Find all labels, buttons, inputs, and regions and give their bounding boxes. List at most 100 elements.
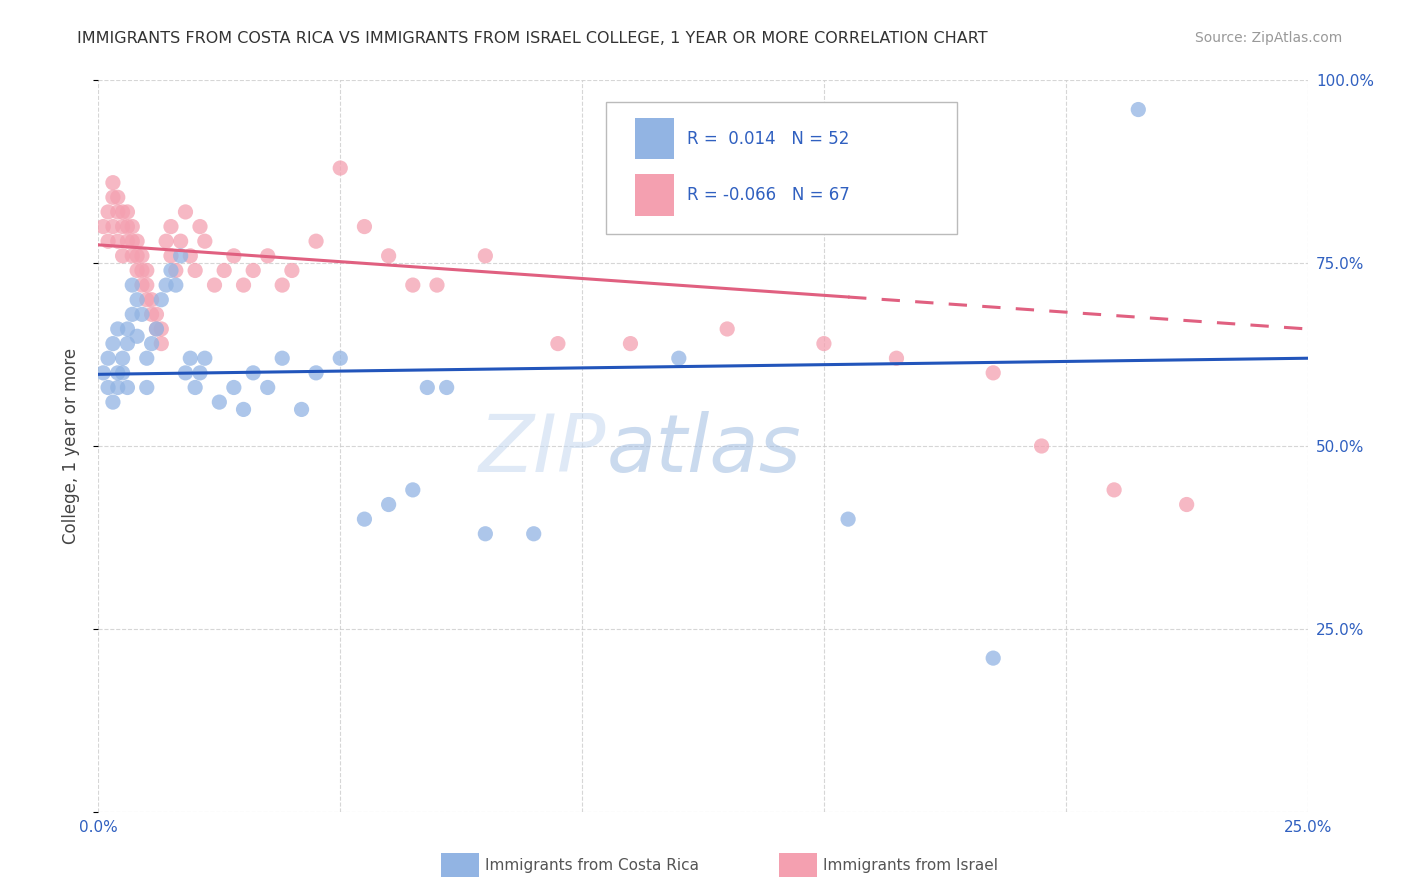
- Point: [271, 278, 294, 293]
- Point: [179, 351, 201, 366]
- Point: [117, 380, 139, 394]
- Point: [127, 329, 149, 343]
- Point: [111, 205, 134, 219]
- Point: [107, 366, 129, 380]
- Point: [121, 278, 143, 293]
- Point: [547, 336, 569, 351]
- Point: [1128, 103, 1150, 117]
- Point: [232, 278, 254, 293]
- Point: [281, 263, 304, 277]
- Text: Immigrants from Israel: Immigrants from Israel: [823, 858, 997, 872]
- Point: [121, 219, 143, 234]
- Point: [131, 263, 153, 277]
- Point: [165, 278, 187, 293]
- Point: [121, 249, 143, 263]
- Point: [111, 351, 134, 366]
- Point: [101, 219, 124, 234]
- Point: [271, 351, 294, 366]
- Point: [256, 249, 278, 263]
- Point: [141, 293, 163, 307]
- Point: [131, 307, 153, 321]
- Point: [117, 234, 139, 248]
- Point: [222, 249, 245, 263]
- Point: [127, 249, 149, 263]
- Point: [135, 263, 157, 277]
- Point: [716, 322, 738, 336]
- Point: [127, 234, 149, 248]
- Point: [107, 234, 129, 248]
- Point: [121, 234, 143, 248]
- Point: [145, 307, 167, 321]
- Point: [111, 219, 134, 234]
- Point: [813, 336, 835, 351]
- Point: [91, 366, 114, 380]
- Point: [107, 380, 129, 394]
- FancyBboxPatch shape: [636, 174, 673, 216]
- Point: [101, 190, 124, 204]
- Point: [402, 278, 425, 293]
- Point: [121, 307, 143, 321]
- Point: [111, 249, 134, 263]
- Text: Immigrants from Costa Rica: Immigrants from Costa Rica: [485, 858, 699, 872]
- Point: [150, 336, 173, 351]
- Point: [194, 351, 217, 366]
- Point: [194, 234, 217, 248]
- Point: [290, 402, 312, 417]
- Point: [981, 366, 1004, 380]
- Point: [101, 336, 124, 351]
- Point: [474, 249, 496, 263]
- Point: [184, 380, 207, 394]
- Point: [117, 219, 139, 234]
- Point: [886, 351, 908, 366]
- Point: [1031, 439, 1053, 453]
- Point: [117, 205, 139, 219]
- Point: [436, 380, 458, 394]
- FancyBboxPatch shape: [636, 118, 673, 160]
- Point: [242, 366, 264, 380]
- Point: [353, 219, 375, 234]
- Point: [256, 380, 278, 394]
- Point: [101, 395, 124, 409]
- Point: [204, 278, 226, 293]
- Point: [305, 366, 328, 380]
- Point: [353, 512, 375, 526]
- Text: ZIP: ZIP: [479, 410, 606, 489]
- Point: [165, 263, 187, 277]
- Point: [97, 234, 120, 248]
- Point: [837, 512, 859, 526]
- Point: [117, 322, 139, 336]
- Text: atlas: atlas: [606, 410, 801, 489]
- Text: IMMIGRANTS FROM COSTA RICA VS IMMIGRANTS FROM ISRAEL COLLEGE, 1 YEAR OR MORE COR: IMMIGRANTS FROM COSTA RICA VS IMMIGRANTS…: [77, 31, 988, 46]
- Point: [135, 293, 157, 307]
- Point: [174, 205, 197, 219]
- Point: [184, 263, 207, 277]
- Point: [91, 219, 114, 234]
- Point: [377, 498, 399, 512]
- Point: [668, 351, 690, 366]
- Point: [329, 351, 352, 366]
- Point: [402, 483, 425, 497]
- Point: [117, 336, 139, 351]
- Point: [305, 234, 328, 248]
- Point: [97, 205, 120, 219]
- Point: [329, 161, 352, 175]
- Point: [150, 322, 173, 336]
- Point: [127, 263, 149, 277]
- Point: [131, 249, 153, 263]
- Point: [169, 249, 191, 263]
- Point: [141, 307, 163, 321]
- Point: [131, 278, 153, 293]
- Point: [107, 322, 129, 336]
- Point: [377, 249, 399, 263]
- Point: [222, 380, 245, 394]
- Point: [145, 322, 167, 336]
- Point: [150, 293, 173, 307]
- Y-axis label: College, 1 year or more: College, 1 year or more: [62, 348, 80, 544]
- Point: [981, 651, 1004, 665]
- Text: R =  0.014   N = 52: R = 0.014 N = 52: [688, 129, 849, 147]
- FancyBboxPatch shape: [606, 103, 957, 234]
- Point: [155, 234, 177, 248]
- Point: [1102, 483, 1125, 497]
- Point: [1175, 498, 1198, 512]
- Point: [160, 263, 183, 277]
